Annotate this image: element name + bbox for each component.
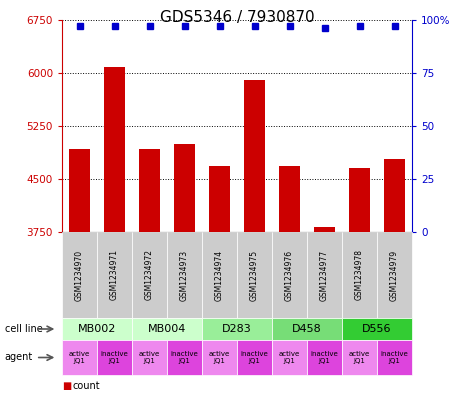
Bar <box>139 149 160 232</box>
Text: D458: D458 <box>292 324 322 334</box>
Text: count: count <box>73 381 100 391</box>
Bar <box>174 144 195 232</box>
Text: GDS5346 / 7930870: GDS5346 / 7930870 <box>160 10 315 25</box>
Text: GSM1234979: GSM1234979 <box>390 250 399 301</box>
Text: active
JQ1: active JQ1 <box>349 351 370 364</box>
Text: inactive
JQ1: inactive JQ1 <box>311 351 338 364</box>
Text: D283: D283 <box>222 324 252 334</box>
Text: GSM1234971: GSM1234971 <box>110 250 119 301</box>
Text: inactive
JQ1: inactive JQ1 <box>101 351 128 364</box>
Text: GSM1234978: GSM1234978 <box>355 250 364 301</box>
Text: inactive
JQ1: inactive JQ1 <box>241 351 268 364</box>
Bar <box>314 227 335 232</box>
Text: active
JQ1: active JQ1 <box>279 351 300 364</box>
Text: GSM1234974: GSM1234974 <box>215 250 224 301</box>
Bar <box>69 149 90 232</box>
Text: GSM1234976: GSM1234976 <box>285 250 294 301</box>
Text: inactive
JQ1: inactive JQ1 <box>171 351 199 364</box>
Text: active
JQ1: active JQ1 <box>209 351 230 364</box>
Text: inactive
JQ1: inactive JQ1 <box>380 351 408 364</box>
Text: GSM1234977: GSM1234977 <box>320 250 329 301</box>
Bar <box>279 166 300 232</box>
Bar <box>384 159 405 232</box>
Bar <box>244 80 265 232</box>
Text: agent: agent <box>5 353 33 362</box>
Text: active
JQ1: active JQ1 <box>69 351 90 364</box>
Bar <box>209 166 230 232</box>
Text: GSM1234970: GSM1234970 <box>75 250 84 301</box>
Text: GSM1234973: GSM1234973 <box>180 250 189 301</box>
Bar <box>104 67 125 232</box>
Text: MB002: MB002 <box>78 324 116 334</box>
Text: ■: ■ <box>62 381 71 391</box>
Text: GSM1234975: GSM1234975 <box>250 250 259 301</box>
Text: D556: D556 <box>362 324 392 334</box>
Text: MB004: MB004 <box>148 324 186 334</box>
Text: cell line: cell line <box>5 324 42 334</box>
Bar <box>349 168 370 232</box>
Text: GSM1234972: GSM1234972 <box>145 250 154 301</box>
Text: active
JQ1: active JQ1 <box>139 351 160 364</box>
